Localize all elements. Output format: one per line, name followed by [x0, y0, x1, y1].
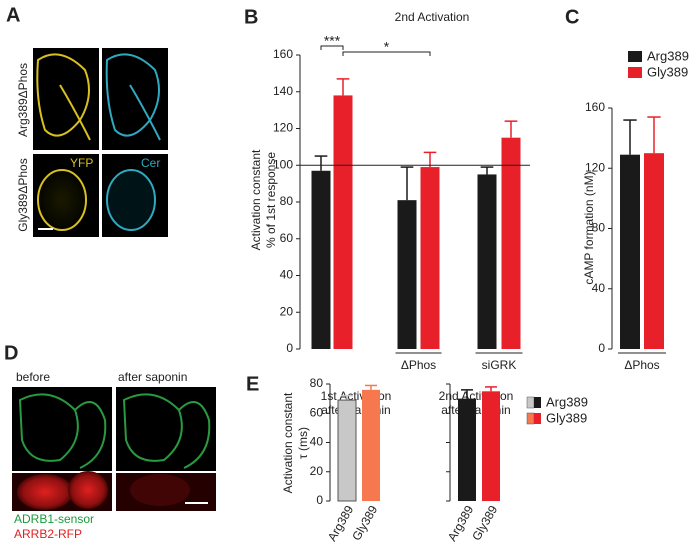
x-tick-label: siGRK: [482, 358, 517, 372]
y-tick-label: 60: [280, 231, 294, 245]
y-tick-label: 40: [310, 435, 324, 449]
legend-label: Arg389: [546, 394, 588, 409]
panel-label: E: [246, 373, 259, 395]
significance-bracket: [320, 45, 344, 50]
legend-label: Gly389: [647, 64, 688, 79]
column-label: before: [16, 370, 50, 384]
y-tick-label: 80: [592, 221, 606, 235]
channel-label: ADRB1-sensor: [14, 512, 94, 526]
channel-label: Cer: [141, 156, 160, 170]
panel-label: C: [565, 6, 579, 28]
y-tick-label: 0: [286, 341, 293, 355]
bar: [337, 399, 357, 502]
bar: [420, 167, 440, 349]
chart-title: 2nd Activation: [395, 10, 470, 24]
bar: [477, 174, 497, 349]
x-tick-label: ΔPhos: [624, 358, 659, 372]
y-axis-label: % of 1st response: [264, 152, 278, 248]
legend-label: Arg389: [647, 48, 689, 63]
y-tick-label: 160: [273, 47, 293, 61]
y-axis-label: Activation constant: [281, 392, 295, 493]
legend-swatch: [534, 397, 541, 408]
legend-swatch: [628, 67, 642, 78]
legend-swatch: [534, 413, 541, 424]
panel-label: A: [6, 4, 20, 26]
significance-label: *: [384, 39, 390, 55]
bar: [458, 398, 476, 501]
micrograph-d: [12, 387, 216, 511]
significance-label: ***: [324, 33, 341, 49]
y-tick-label: 40: [592, 281, 606, 295]
bar: [311, 170, 331, 349]
bar: [397, 200, 417, 349]
y-tick-label: 100: [273, 157, 293, 171]
panel-label: B: [244, 6, 258, 28]
y-tick-label: 0: [316, 493, 323, 507]
bar: [482, 391, 500, 501]
y-tick-label: 20: [310, 464, 324, 478]
bar: [362, 389, 380, 501]
y-axis-label: cAMP formation (nM): [582, 171, 596, 284]
channel-label: YFP: [70, 156, 93, 170]
row-label: Gly389ΔPhos: [16, 158, 30, 231]
y-tick-label: 20: [280, 304, 294, 318]
legend-swatch: [628, 51, 642, 62]
legend-swatch: [526, 396, 535, 409]
y-tick-label: 0: [598, 341, 605, 355]
x-tick-label: ΔPhos: [401, 358, 436, 372]
y-tick-label: 120: [273, 121, 293, 135]
row-label: Arg389ΔPhos: [16, 63, 30, 137]
y-tick-label: 40: [280, 268, 294, 282]
bar: [333, 95, 353, 349]
y-axis-label: Activation constant: [249, 149, 263, 250]
legend-label: Gly389: [546, 410, 587, 425]
legend-swatch: [526, 412, 535, 425]
bar: [644, 153, 664, 349]
micrograph-a: [33, 48, 168, 237]
channel-label: ARRB2-RFP: [14, 527, 82, 541]
y-tick-label: 140: [273, 84, 293, 98]
y-tick-label: 80: [310, 376, 324, 390]
y-tick-label: 80: [280, 194, 294, 208]
column-label: after saponin: [118, 370, 187, 384]
significance-bracket: [342, 51, 431, 56]
panel-label: D: [4, 342, 18, 364]
bar: [501, 137, 521, 349]
y-tick-label: 120: [585, 160, 605, 174]
y-tick-label: 60: [310, 405, 324, 419]
bar: [620, 154, 640, 349]
y-axis-label: τ (ms): [296, 427, 310, 459]
y-tick-label: 160: [585, 100, 605, 114]
